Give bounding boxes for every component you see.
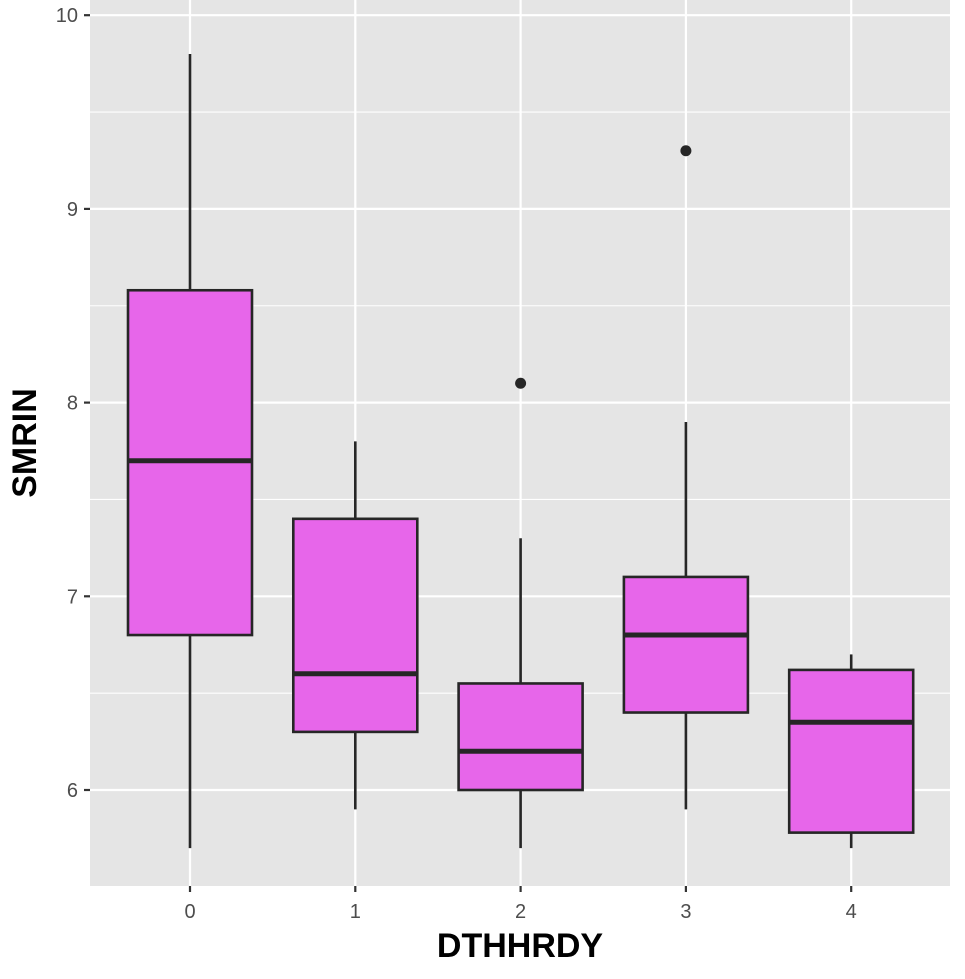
iqr-box [622, 575, 750, 714]
outlier-point [680, 145, 692, 157]
iqr-box [457, 682, 584, 792]
box-4 [787, 654, 915, 849]
outlier-point [515, 377, 527, 389]
box-2 [457, 377, 584, 849]
x-axis: 0 1 2 3 4 [184, 886, 857, 923]
y-tick-label: 9 [67, 199, 78, 221]
iqr-box [787, 668, 915, 834]
y-axis: 6 7 8 9 10 [56, 5, 90, 802]
y-axis-title: SMRIN [6, 388, 44, 498]
y-tick-label: 10 [56, 5, 78, 27]
x-tick-label: 0 [184, 901, 195, 923]
box-1 [291, 441, 419, 810]
x-axis-title: DTHHRDY [437, 927, 604, 965]
box-0 [126, 53, 254, 849]
x-tick-label: 2 [515, 901, 526, 923]
x-tick-label: 1 [350, 901, 361, 923]
box-3 [622, 145, 750, 810]
y-tick-label: 6 [67, 780, 78, 802]
x-tick-label: 3 [680, 901, 691, 923]
y-tick-label: 8 [67, 393, 78, 415]
y-tick-label: 7 [67, 586, 78, 608]
box-series [126, 53, 915, 849]
x-tick-label: 4 [846, 901, 857, 923]
iqr-box [291, 517, 419, 734]
